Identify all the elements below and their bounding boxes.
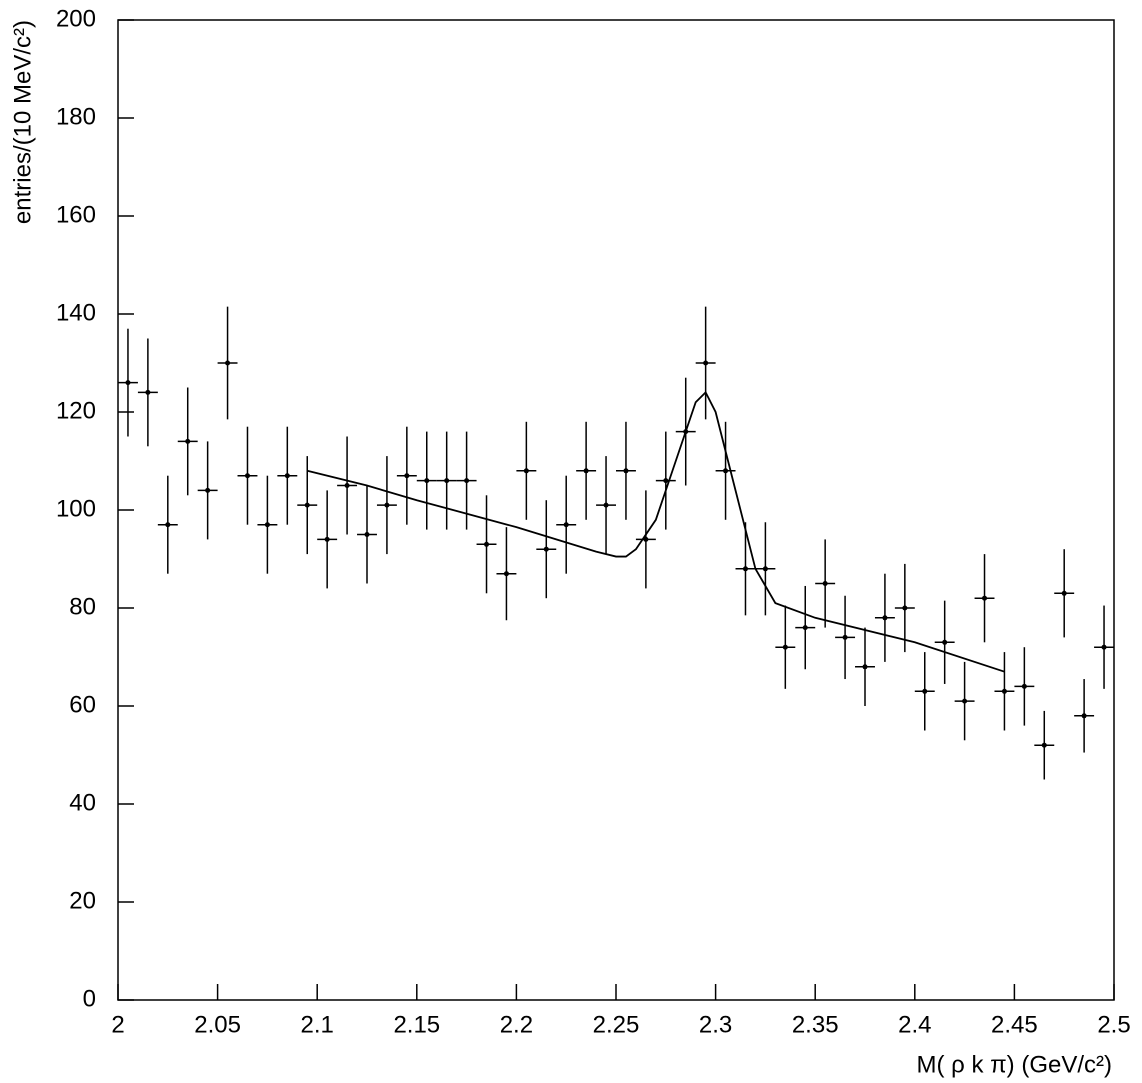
y-tick-label: 80 xyxy=(69,593,96,620)
data-point xyxy=(125,380,131,386)
data-point xyxy=(1101,644,1107,650)
data-point xyxy=(563,522,569,528)
data-point xyxy=(503,571,509,577)
data-point xyxy=(185,438,191,444)
data-point xyxy=(543,546,549,552)
data-point xyxy=(1021,683,1027,689)
data-point xyxy=(942,639,948,645)
data-point xyxy=(802,625,808,631)
data-point xyxy=(742,566,748,572)
data-point xyxy=(782,644,788,650)
data-point xyxy=(842,634,848,640)
data-point xyxy=(643,536,649,542)
data-point xyxy=(882,615,888,621)
data-point xyxy=(324,536,330,542)
x-tick-label: 2.15 xyxy=(393,1011,440,1038)
data-point xyxy=(145,389,151,395)
x-tick-label: 2.1 xyxy=(301,1011,334,1038)
x-tick-label: 2.35 xyxy=(792,1011,839,1038)
data-point xyxy=(464,478,470,484)
data-point xyxy=(384,502,390,508)
x-tick-label: 2.25 xyxy=(593,1011,640,1038)
data-point xyxy=(284,473,290,479)
y-tick-label: 160 xyxy=(56,201,96,228)
y-tick-label: 60 xyxy=(69,691,96,718)
data-point xyxy=(165,522,171,528)
data-point xyxy=(424,478,430,484)
data-point xyxy=(205,487,211,493)
y-tick-label: 200 xyxy=(56,5,96,32)
y-tick-label: 0 xyxy=(83,985,96,1012)
data-point xyxy=(703,360,709,366)
y-axis-label: entries/(10 MeV/c²) xyxy=(9,20,36,224)
y-tick-label: 20 xyxy=(69,887,96,914)
x-tick-label: 2.2 xyxy=(500,1011,533,1038)
y-tick-label: 120 xyxy=(56,397,96,424)
x-tick-label: 2.5 xyxy=(1097,1011,1130,1038)
data-point xyxy=(922,688,928,694)
data-point xyxy=(1081,713,1087,719)
data-point xyxy=(982,595,988,601)
data-point xyxy=(1041,742,1047,748)
x-tick-label: 2.05 xyxy=(194,1011,241,1038)
data-point xyxy=(304,502,310,508)
y-tick-label: 180 xyxy=(56,103,96,130)
x-tick-label: 2.3 xyxy=(699,1011,732,1038)
data-point xyxy=(1001,688,1007,694)
data-point xyxy=(1061,590,1067,596)
x-tick-label: 2.4 xyxy=(898,1011,931,1038)
fit-curve xyxy=(307,390,1005,673)
y-tick-label: 100 xyxy=(56,495,96,522)
data-point xyxy=(264,522,270,528)
data-point xyxy=(523,468,529,474)
data-point xyxy=(603,502,609,508)
x-tick-label: 2.45 xyxy=(991,1011,1038,1038)
data-point xyxy=(583,468,589,474)
data-point xyxy=(822,581,828,586)
data-point xyxy=(862,664,868,670)
y-tick-label: 40 xyxy=(69,789,96,816)
data-point xyxy=(225,360,231,366)
data-point xyxy=(962,698,968,704)
data-point xyxy=(762,566,768,572)
data-point xyxy=(444,478,450,484)
data-point xyxy=(404,473,410,479)
data-point xyxy=(663,478,669,484)
data-point xyxy=(723,468,729,474)
data-point xyxy=(244,473,250,479)
data-point xyxy=(344,483,350,488)
x-tick-label: 2 xyxy=(111,1011,124,1038)
y-tick-label: 140 xyxy=(56,299,96,326)
x-axis-label: M( ρ k π) (GeV/c²) xyxy=(916,1051,1112,1078)
data-point xyxy=(902,605,908,611)
data-point xyxy=(484,541,490,547)
data-point xyxy=(623,468,629,474)
data-point xyxy=(364,532,370,537)
